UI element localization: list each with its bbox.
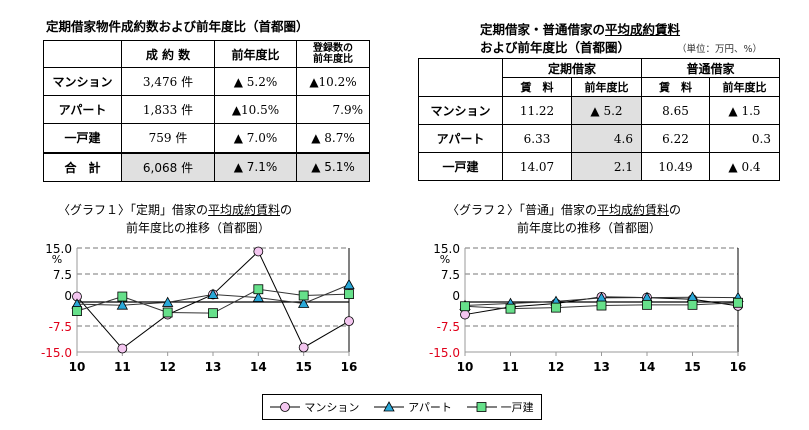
- y-tick-label: -15.0: [429, 346, 460, 360]
- table-row-total: 合 計 6,068 件 ▲ 7.1% ▲ 5.1%: [43, 152, 370, 182]
- x-tick-label: 16: [730, 360, 747, 374]
- point-house: [551, 302, 561, 313]
- y-tick-label: 0: [64, 289, 72, 303]
- point-mansion: [298, 342, 309, 353]
- point-apart: [207, 288, 219, 299]
- x-tick-label: 14: [639, 360, 656, 374]
- x-tick-label: 16: [341, 360, 358, 374]
- point-house: [117, 291, 128, 302]
- y-tick-label: -7.5: [49, 320, 72, 334]
- point-apart: [297, 297, 310, 308]
- square-marker-icon: [466, 402, 497, 412]
- x-tick-label: 12: [548, 360, 565, 374]
- table2-unit: （単位：万円、%）: [677, 44, 763, 55]
- x-tick-label: 14: [250, 360, 267, 374]
- table2-title-line1: 定期借家・普通借家の平均成約賃料: [480, 22, 681, 37]
- chart2-title-line1: 〈グラフ２〉「普通」借家の平均成約賃料の: [447, 203, 682, 217]
- table-row: アパート 6.33 4.6 6.22 0.3: [418, 124, 780, 153]
- x-tick-label: 10: [457, 360, 474, 374]
- point-house: [460, 301, 470, 312]
- legend-item-mansion: マンション: [270, 399, 359, 415]
- table1: 成 約 数 前年度比 登録数の 前年度比 マンション 3,476 件 ▲ 5.2% ▲…: [43, 40, 370, 182]
- point-house: [298, 290, 309, 301]
- point-mansion: [253, 246, 264, 257]
- y-tick-label: -7.5: [437, 320, 460, 334]
- table2: 定期借家 普通借家 賃 料前年度比賃 料前年度比 マンション 11.22 ▲ 5.2 8…: [418, 58, 780, 181]
- point-house: [162, 307, 173, 318]
- x-tick-label: 12: [159, 360, 176, 374]
- table2-title-line2: および前年度比（首都圏）: [480, 40, 631, 55]
- point-house: [253, 284, 264, 295]
- chart1: 15.0 7.5 0 -7.5 -15.0% 10 11 12 13 14 15 16: [41, 242, 358, 374]
- t1-header: 成 約 数: [121, 40, 215, 68]
- point-mansion: [344, 316, 354, 327]
- y-tick-label: 0: [452, 289, 460, 303]
- point-house: [687, 299, 698, 310]
- point-apart: [252, 291, 265, 302]
- table-row: 一戸建 759 件 ▲ 7.0% ▲ 8.7%: [43, 123, 370, 153]
- table-row: アパート 1,833 件 ▲10.5% 7.9%: [43, 95, 370, 124]
- legend-item-apart: アパート: [374, 399, 452, 415]
- point-apart: [343, 278, 355, 290]
- y-tick-label: 15.0: [433, 242, 460, 256]
- t1-header: 登録数の 前年度比: [296, 40, 370, 68]
- point-house: [344, 289, 354, 300]
- x-tick-label: 13: [205, 360, 222, 374]
- chart1-title-line2: 前年度比の推移（首都圏）: [126, 221, 271, 235]
- legend: マンション アパート 一戸建: [262, 394, 542, 420]
- t1-header: 前年度比: [214, 40, 297, 68]
- x-tick-label: 15: [295, 360, 312, 374]
- x-tick-label: 13: [593, 360, 610, 374]
- y-tick-label: 7.5: [441, 268, 460, 282]
- triangle-marker-icon: [374, 401, 405, 412]
- point-mansion: [117, 343, 128, 354]
- chart2-title-line2: 前年度比の推移（首都圏）: [517, 221, 662, 235]
- x-tick-label: 15: [684, 360, 701, 374]
- point-house: [505, 303, 516, 314]
- table-row: マンション 3,476 件 ▲ 5.2% ▲10.2%: [43, 67, 370, 96]
- point-house: [208, 308, 218, 319]
- chart1-title-line1: 〈グラフ１〉「定期」借家の平均成約賃料の: [58, 203, 293, 217]
- chart2: 15.0 7.5 0 -7.5 -15.0% 10 11 12 13 14 15 16: [429, 242, 747, 374]
- table-row: 一戸建 14.07 2.1 10.49 ▲ 0.4: [418, 152, 780, 181]
- table-row: マンション 11.22 ▲ 5.2 8.65 ▲ 1.5: [418, 96, 780, 125]
- y-unit-label: %: [52, 253, 62, 266]
- circle-marker-icon: [270, 402, 301, 412]
- point-house: [733, 297, 743, 308]
- y-unit-label: %: [440, 253, 450, 266]
- point-apart: [161, 296, 174, 307]
- point-house: [596, 300, 607, 311]
- x-tick-label: 11: [502, 360, 519, 374]
- y-tick-label: 15.0: [45, 242, 72, 256]
- x-tick-label: 10: [69, 360, 86, 374]
- y-tick-label: -15.0: [41, 346, 72, 360]
- point-house: [642, 299, 652, 310]
- x-tick-label: 11: [114, 360, 131, 374]
- point-mansion: [460, 309, 470, 320]
- point-apart: [116, 299, 129, 310]
- legend-item-house: 一戸建: [466, 399, 534, 415]
- point-house: [72, 306, 82, 316]
- y-tick-label: 7.5: [53, 268, 72, 282]
- table1-title: 定期借家物件成約数および前年度比（首都圏）: [46, 19, 309, 34]
